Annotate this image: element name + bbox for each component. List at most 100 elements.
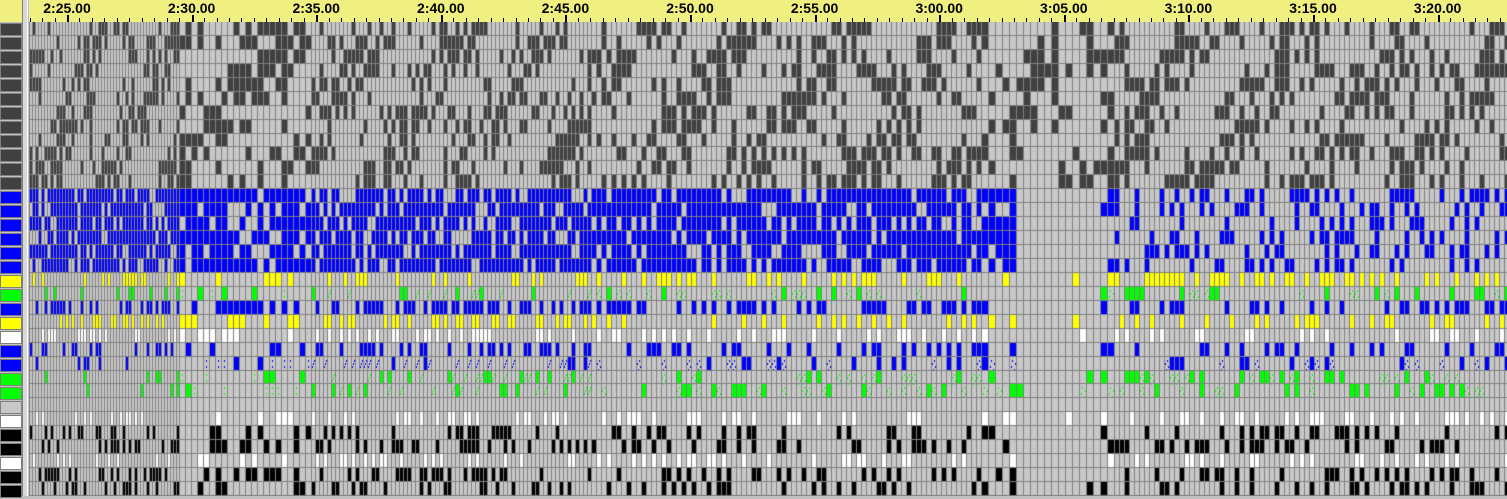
ruler-tick	[1151, 18, 1153, 22]
time-label: 3:20.00	[1413, 0, 1462, 16]
ruler-tick	[540, 18, 542, 22]
ruler-tick	[1362, 18, 1364, 22]
channel-swatch-gray[interactable]	[0, 401, 22, 414]
channel-swatch-blue[interactable]	[0, 247, 22, 260]
ruler-tick	[777, 18, 779, 22]
ruler-tick	[1138, 18, 1140, 22]
channel-swatch-white[interactable]	[0, 457, 22, 470]
ruler-tick	[1026, 18, 1028, 22]
ruler-tick	[1126, 18, 1128, 22]
ruler-tick	[764, 18, 766, 22]
ruler-tick	[1188, 15, 1191, 22]
channel-swatch-yellow[interactable]	[0, 275, 22, 288]
time-label: 2:40.00	[417, 0, 465, 16]
time-label: 3:15.00	[1289, 0, 1337, 16]
time-label: 3:00.00	[915, 0, 963, 16]
channel-swatch-dark[interactable]	[0, 107, 22, 120]
channel-swatch-dark[interactable]	[0, 23, 22, 36]
channel-swatch-black[interactable]	[0, 443, 22, 456]
channel-swatch-dark[interactable]	[0, 135, 22, 148]
channel-swatch-green[interactable]	[0, 289, 22, 302]
time-label: 2:55.00	[790, 0, 839, 16]
ruler-tick	[241, 18, 243, 22]
channel-swatch-blue[interactable]	[0, 261, 22, 274]
channel-swatch-dark[interactable]	[0, 65, 22, 78]
channel-swatch-black[interactable]	[0, 471, 22, 484]
ruler-tick	[341, 18, 343, 22]
ruler-tick	[964, 18, 966, 22]
channel-swatch-blue[interactable]	[0, 205, 22, 218]
ruler-tick	[216, 18, 218, 22]
channel-swatch-black[interactable]	[0, 429, 22, 442]
ruler-tick	[1400, 18, 1402, 22]
ruler-tick	[864, 18, 866, 22]
channel-swatch-dark[interactable]	[0, 149, 22, 162]
ruler-tick	[702, 18, 704, 22]
channel-swatch-dark[interactable]	[0, 79, 22, 92]
ruler-tick	[565, 15, 568, 22]
ruler-tick	[328, 18, 330, 22]
ruler-tick	[602, 18, 604, 22]
channel-swatch-black[interactable]	[0, 485, 22, 498]
ruler-tick	[1238, 18, 1240, 22]
ruler-tick	[590, 18, 592, 22]
ruler-tick	[291, 18, 293, 22]
ruler-tick	[665, 18, 667, 22]
ruler-tick	[1001, 18, 1003, 22]
channel-swatch-dark[interactable]	[0, 51, 22, 64]
ruler-tick	[951, 18, 953, 22]
channel-legend	[0, 22, 22, 499]
ruler-tick	[739, 18, 741, 22]
time-label: 2:35.00	[292, 0, 340, 16]
ruler-tick	[914, 18, 916, 22]
ruler-tick	[1499, 18, 1501, 22]
ruler-tick	[54, 18, 56, 22]
splitter-handle[interactable]	[22, 0, 28, 496]
ruler-tick	[1213, 18, 1215, 22]
ruler-tick	[166, 18, 168, 22]
channel-swatch-blue[interactable]	[0, 233, 22, 246]
channel-swatch-dark[interactable]	[0, 93, 22, 106]
time-label: 3:10.00	[1164, 0, 1213, 16]
ruler-tick	[1250, 18, 1252, 22]
ruler-tick	[266, 18, 268, 22]
channel-swatch-dark[interactable]	[0, 37, 22, 50]
channel-swatch-blue[interactable]	[0, 359, 22, 372]
ruler-tick	[1425, 18, 1427, 22]
ruler-tick	[876, 18, 878, 22]
channel-swatch-blue[interactable]	[0, 303, 22, 316]
ruler-tick	[278, 18, 280, 22]
channel-swatch-green[interactable]	[0, 387, 22, 400]
ruler-tick	[453, 18, 455, 22]
ruler-tick	[1437, 15, 1440, 22]
ruler-tick	[939, 15, 942, 22]
ruler-tick	[528, 18, 530, 22]
channel-swatch-white[interactable]	[0, 331, 22, 344]
channel-swatch-blue[interactable]	[0, 191, 22, 204]
ruler-tick	[129, 18, 131, 22]
time-ruler[interactable]: 2:25.00 2:30.00 2:35.00 2:40.00 2:45.00 2:50.…	[29, 0, 1507, 23]
ruler-tick	[652, 18, 654, 22]
channel-swatch-green[interactable]	[0, 373, 22, 386]
ruler-tick	[29, 18, 31, 22]
ruler-tick	[1412, 18, 1414, 22]
channel-swatch-yellow[interactable]	[0, 317, 22, 330]
ruler-tick	[503, 18, 505, 22]
time-label: 2:45.00	[541, 0, 590, 16]
ruler-tick	[42, 18, 44, 22]
channel-swatch-blue[interactable]	[0, 219, 22, 232]
ruler-tick	[1051, 18, 1053, 22]
ruler-tick	[1200, 18, 1202, 22]
channel-swatch-blue[interactable]	[0, 345, 22, 358]
channel-swatch-dark[interactable]	[0, 121, 22, 134]
channel-swatch-white[interactable]	[0, 415, 22, 428]
ruler-tick	[926, 18, 928, 22]
ruler-tick	[1101, 18, 1103, 22]
ruler-tick	[1063, 15, 1066, 22]
ruler-tick	[1387, 18, 1389, 22]
ruler-tick	[889, 18, 891, 22]
waveform-grid[interactable]	[29, 22, 1507, 496]
channel-swatch-dark[interactable]	[0, 163, 22, 176]
channel-swatch-dark[interactable]	[0, 177, 22, 190]
ruler-tick	[67, 15, 69, 22]
